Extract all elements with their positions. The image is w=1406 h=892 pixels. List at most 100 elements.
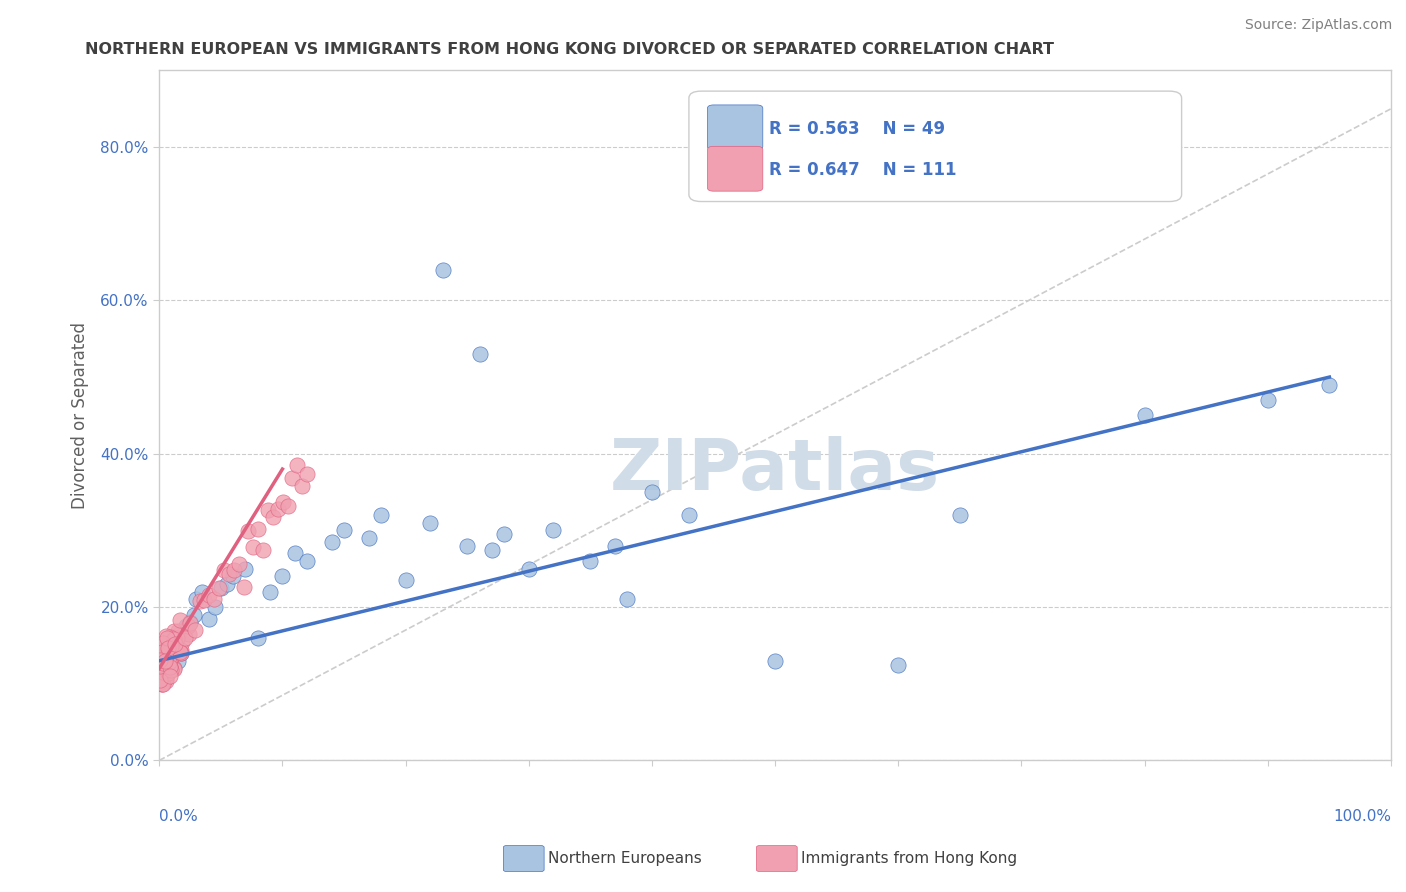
Point bbox=[160, 663, 183, 677]
Point bbox=[155, 629, 177, 643]
Point bbox=[247, 522, 270, 536]
Point bbox=[157, 639, 180, 653]
Point bbox=[494, 527, 516, 541]
Point bbox=[174, 632, 197, 646]
Point bbox=[150, 677, 173, 691]
Point bbox=[149, 673, 172, 687]
Point bbox=[149, 665, 172, 679]
Point bbox=[167, 628, 190, 642]
Point bbox=[149, 665, 172, 679]
Point bbox=[155, 646, 177, 660]
Point bbox=[150, 677, 173, 691]
Point bbox=[1257, 393, 1279, 408]
Point bbox=[291, 479, 314, 493]
Point bbox=[887, 657, 910, 672]
Point bbox=[167, 624, 190, 638]
Text: ZIPatlas: ZIPatlas bbox=[610, 436, 941, 505]
Point bbox=[949, 508, 972, 522]
Point bbox=[152, 636, 174, 650]
Point bbox=[150, 645, 173, 659]
Point bbox=[166, 654, 188, 668]
Point bbox=[150, 653, 173, 667]
Point bbox=[156, 648, 179, 663]
Point bbox=[163, 661, 186, 675]
Point bbox=[153, 660, 176, 674]
Point bbox=[271, 569, 294, 583]
Point bbox=[481, 542, 503, 557]
Point bbox=[157, 661, 180, 675]
Point bbox=[295, 467, 318, 481]
Point bbox=[155, 652, 177, 666]
Point bbox=[166, 643, 188, 657]
Point bbox=[170, 646, 193, 660]
Point bbox=[277, 499, 299, 513]
Point bbox=[157, 651, 180, 665]
Point bbox=[155, 642, 177, 657]
Point bbox=[163, 662, 186, 676]
Point bbox=[156, 642, 179, 657]
Point bbox=[603, 539, 626, 553]
Point bbox=[1133, 409, 1156, 423]
Point bbox=[235, 562, 257, 576]
Point bbox=[246, 631, 269, 645]
FancyBboxPatch shape bbox=[707, 105, 763, 150]
Point bbox=[152, 677, 174, 691]
Point bbox=[259, 584, 281, 599]
Point bbox=[162, 640, 184, 655]
Point bbox=[153, 656, 176, 670]
Text: R = 0.647    N = 111: R = 0.647 N = 111 bbox=[769, 161, 956, 179]
Point bbox=[169, 645, 191, 659]
Point bbox=[257, 502, 280, 516]
Point bbox=[150, 668, 173, 682]
Point bbox=[160, 634, 183, 648]
Point bbox=[432, 262, 454, 277]
Point bbox=[165, 637, 187, 651]
Point bbox=[156, 631, 179, 645]
Point bbox=[160, 652, 183, 666]
Point bbox=[153, 638, 176, 652]
Point bbox=[155, 650, 177, 665]
Point bbox=[179, 615, 201, 630]
Point bbox=[155, 665, 177, 679]
Point bbox=[163, 640, 186, 654]
Point bbox=[155, 673, 177, 688]
Point bbox=[222, 569, 245, 583]
Point bbox=[271, 495, 294, 509]
Point bbox=[202, 591, 225, 606]
Point bbox=[218, 567, 240, 582]
Point bbox=[183, 624, 205, 638]
Point bbox=[197, 611, 219, 625]
Text: Northern Europeans: Northern Europeans bbox=[548, 851, 702, 865]
Point bbox=[333, 524, 356, 538]
Text: R = 0.563    N = 49: R = 0.563 N = 49 bbox=[769, 120, 945, 138]
Point bbox=[159, 660, 181, 674]
Point bbox=[156, 667, 179, 681]
Text: Source: ZipAtlas.com: Source: ZipAtlas.com bbox=[1244, 18, 1392, 32]
Point bbox=[177, 626, 200, 640]
Point bbox=[153, 646, 176, 660]
Point bbox=[188, 594, 211, 608]
Y-axis label: Divorced or Separated: Divorced or Separated bbox=[72, 322, 89, 509]
Point bbox=[285, 458, 308, 473]
Point bbox=[370, 508, 392, 522]
Point bbox=[163, 632, 186, 647]
Point bbox=[419, 516, 441, 530]
Point bbox=[170, 634, 193, 648]
Point bbox=[232, 580, 254, 594]
Point bbox=[170, 646, 193, 660]
Point bbox=[198, 588, 221, 602]
Point bbox=[616, 592, 638, 607]
Text: NORTHERN EUROPEAN VS IMMIGRANTS FROM HONG KONG DIVORCED OR SEPARATED CORRELATION: NORTHERN EUROPEAN VS IMMIGRANTS FROM HON… bbox=[86, 42, 1054, 57]
Point bbox=[159, 640, 181, 655]
Point bbox=[157, 640, 180, 655]
Point bbox=[163, 631, 186, 645]
FancyBboxPatch shape bbox=[707, 146, 763, 191]
Point bbox=[678, 508, 700, 522]
Point bbox=[193, 592, 215, 607]
Point bbox=[159, 635, 181, 649]
Point bbox=[157, 640, 180, 654]
Point bbox=[176, 619, 198, 633]
Point bbox=[149, 659, 172, 673]
Point bbox=[186, 592, 208, 607]
Point bbox=[160, 633, 183, 648]
